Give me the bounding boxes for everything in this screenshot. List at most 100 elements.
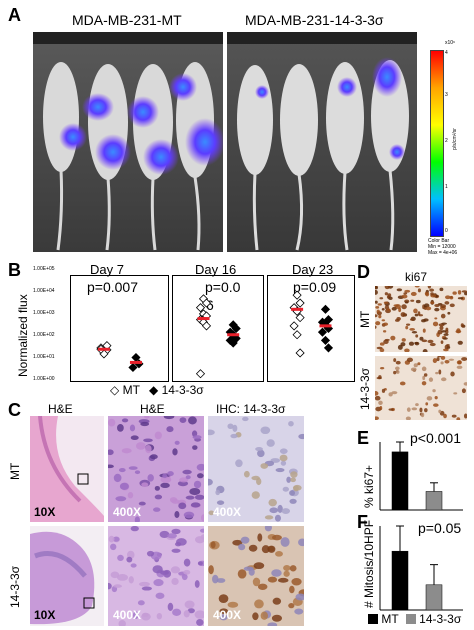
nucleus (450, 371, 455, 377)
nucleus (379, 405, 383, 411)
nucleus (279, 454, 288, 462)
nucleus (415, 299, 421, 304)
nucleus (378, 400, 383, 405)
panel-f-ylabel: # Mitosis/10HPF (362, 519, 376, 608)
panel-b-legend-s: 14-3-3σ (161, 383, 204, 397)
nucleus (185, 475, 191, 480)
nucleus (237, 569, 247, 579)
panel-b-day23-frame (267, 275, 355, 382)
nucleus (411, 331, 418, 334)
nucleus (404, 301, 409, 304)
nucleus (230, 433, 238, 439)
nucleus (154, 485, 160, 491)
mean-bar-14-3-3σ-0 (129, 360, 142, 364)
colorbar-note-3: Max = 4e+06 (428, 250, 458, 256)
scatter-point-MT-19 (295, 313, 305, 323)
nucleus (381, 388, 386, 393)
nucleus (384, 286, 390, 290)
nucleus (272, 597, 282, 605)
nucleus (427, 286, 432, 289)
nucleus (401, 304, 407, 310)
he-400x-mt-image (108, 416, 204, 522)
nucleus (208, 429, 215, 436)
nucleus (235, 459, 243, 468)
nucleus (393, 358, 397, 363)
colorbar (430, 50, 444, 237)
nucleus (162, 473, 168, 479)
panel-b-day7-frame (70, 275, 169, 382)
nucleus (275, 551, 283, 557)
nucleus (293, 485, 299, 492)
nucleus (257, 583, 268, 590)
nucleus (288, 420, 294, 427)
nucleus (449, 303, 455, 308)
nucleus (256, 477, 262, 486)
nucleus (208, 565, 214, 575)
nucleus (395, 304, 401, 310)
nucleus (172, 448, 178, 456)
panel-c-col3-title: IHC: 14-3-3σ (216, 402, 286, 416)
nucleus (254, 599, 264, 609)
nucleus (400, 312, 406, 318)
nucleus (275, 468, 285, 473)
nucleus (404, 348, 410, 352)
nucleus (405, 416, 411, 420)
nucleus (183, 558, 191, 567)
nucleus (193, 480, 202, 489)
nucleus (386, 308, 391, 312)
scatter-point-MT-13 (201, 321, 212, 331)
nucleus (419, 336, 424, 341)
nucleus (171, 499, 180, 504)
nucleus (410, 367, 417, 372)
nucleus (440, 356, 446, 360)
nucleus (396, 370, 400, 374)
nucleus (170, 566, 181, 574)
nucleus (434, 395, 438, 400)
nucleus (421, 339, 428, 343)
mag-400x-s-he: 400X (113, 608, 142, 622)
nucleus (283, 570, 290, 577)
he-10x-s-image (30, 526, 104, 626)
nucleus (286, 476, 291, 483)
nucleus (267, 545, 276, 553)
panel-a-group1-title: MDA-MB-231-MT (72, 12, 182, 28)
panel-b-day23-title: Day 23 (292, 262, 334, 277)
bar-MT (391, 451, 409, 511)
panel-b-day7-title: Day 7 (90, 262, 124, 277)
nucleus (415, 334, 419, 338)
nucleus (181, 573, 188, 581)
nucleus (182, 469, 192, 475)
nucleus (375, 314, 378, 318)
nucleus (274, 514, 281, 522)
legend-mt-swatch (368, 614, 378, 624)
scatter-point-MT-16 (295, 298, 305, 308)
nucleus (451, 414, 457, 418)
nucleus (116, 574, 129, 581)
nucleus (129, 424, 136, 432)
mag-400x-s-ihc: 400X (213, 608, 242, 622)
nucleus (456, 360, 462, 365)
nucleus (118, 619, 126, 626)
nucleus (138, 501, 146, 506)
panel-f-bar-chart (379, 525, 463, 611)
nucleus (395, 366, 400, 371)
scatter-point-MT-14 (195, 369, 206, 379)
ki67-s-image (375, 356, 467, 420)
mag-400x-mt-he: 400X (113, 505, 142, 519)
nucleus (194, 610, 204, 619)
nucleus (289, 565, 297, 572)
nucleus (108, 418, 116, 427)
nucleus (257, 449, 265, 458)
nucleus (391, 391, 398, 395)
nucleus (160, 482, 170, 489)
nucleus (406, 323, 411, 326)
panel-b-ytick-1e2: 1.00E+02 (33, 332, 55, 338)
nucleus (136, 442, 146, 450)
nucleus (423, 318, 429, 322)
colorbar-exp: x10⁶ (445, 40, 456, 46)
nucleus (194, 580, 200, 588)
nucleus (243, 566, 254, 571)
panel-label-e: E (357, 428, 370, 448)
nucleus (397, 344, 403, 350)
